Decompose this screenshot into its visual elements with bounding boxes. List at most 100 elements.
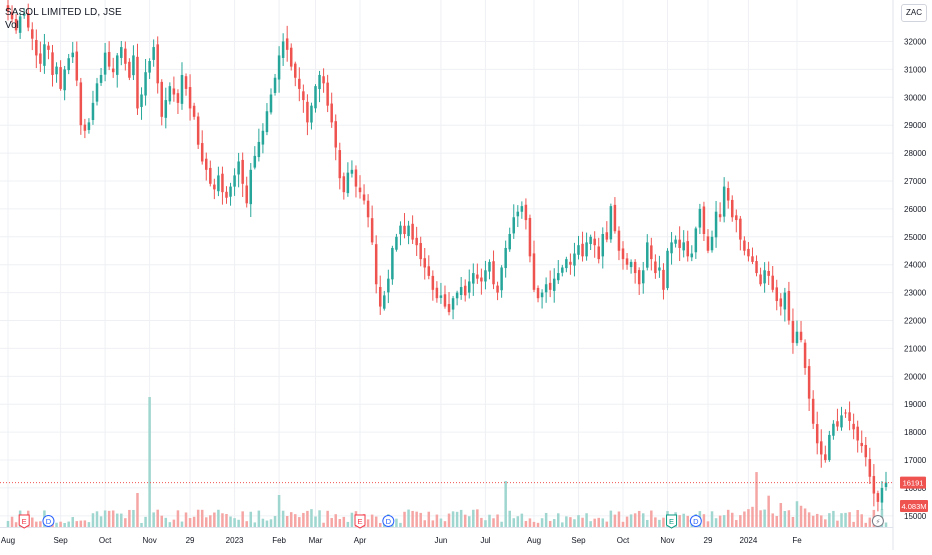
candle-body: [864, 444, 868, 458]
candle-body: [75, 51, 79, 81]
candle-body: [302, 91, 305, 101]
volume-bar: [658, 519, 661, 527]
candle-body: [136, 56, 139, 109]
candle-body: [281, 41, 285, 58]
dividend-marker-label: D: [46, 517, 52, 526]
candle-body: [306, 101, 309, 123]
candle-body: [419, 243, 422, 260]
volume-bar: [747, 509, 750, 527]
candle-body: [67, 58, 70, 71]
volume-bar: [585, 513, 588, 527]
candle-body: [488, 261, 491, 272]
candle-body: [209, 167, 212, 184]
candle-body: [439, 295, 443, 298]
volume-bar: [233, 518, 236, 527]
candle-body: [605, 232, 609, 240]
time-tick-label: 29: [704, 536, 713, 545]
volume-bar: [399, 522, 402, 527]
price-tick-label: 18000: [904, 428, 927, 437]
candle-body: [35, 40, 38, 56]
volume-bars: [6, 397, 888, 527]
candle-body: [196, 116, 200, 145]
volume-bar: [152, 512, 155, 527]
candle-body: [459, 287, 463, 296]
volume-bar: [411, 510, 414, 527]
candle-body: [115, 55, 119, 75]
symbol-title[interactable]: SASOL LIMITED LD, JSE: [5, 7, 122, 18]
dividend-marker: [689, 515, 702, 527]
candle-body: [205, 158, 208, 170]
candle-body: [621, 248, 625, 260]
volume-bar: [512, 518, 516, 527]
candle-body: [14, 19, 18, 31]
candle-body: [710, 236, 714, 251]
time-tick-label: Nov: [660, 536, 674, 545]
candle-body: [783, 292, 787, 310]
volume-bar: [342, 516, 346, 527]
candle-body: [217, 175, 220, 192]
volume-bar: [565, 516, 568, 527]
candle-body: [520, 206, 524, 212]
price-tick-label: 24000: [904, 261, 927, 270]
candle-body: [722, 186, 726, 217]
volume-bar: [213, 512, 216, 527]
volume-bar: [811, 515, 815, 527]
volume-bar: [476, 509, 479, 527]
candle-body: [346, 172, 350, 194]
candle-body: [411, 223, 414, 240]
time-axis[interactable]: Aug Sep Oct Nov 29 2023 Feb Mar Apr Jun Jul Aug Sep O…: [1, 536, 802, 545]
candle-body: [342, 176, 346, 193]
candle-body: [860, 442, 863, 447]
volume-bar: [83, 520, 87, 527]
candle-body: [735, 215, 738, 221]
candle-body: [791, 321, 795, 343]
candle-body: [415, 237, 418, 246]
candle-body: [779, 298, 783, 307]
volume-bar: [787, 510, 791, 527]
candle-body: [646, 242, 649, 268]
volume-bar: [188, 518, 192, 527]
candle-body: [467, 281, 471, 293]
candle-body: [298, 78, 301, 89]
volume-bar: [807, 512, 811, 527]
candle-body: [310, 105, 313, 123]
volume-bar: [864, 522, 868, 527]
volume-bar: [294, 514, 297, 527]
volume-bar: [605, 521, 609, 527]
volume-bar: [557, 513, 560, 527]
candle-body: [241, 159, 244, 184]
volume-bar: [370, 514, 374, 527]
candle-body: [472, 273, 475, 284]
volume-bar: [552, 519, 556, 527]
volume-bar: [463, 514, 467, 527]
candle-body: [686, 241, 689, 257]
candle-body: [811, 398, 815, 424]
volume-bar: [759, 510, 762, 527]
volume-bar: [706, 521, 710, 527]
volume-bar: [532, 521, 536, 527]
volume-bar: [791, 516, 795, 527]
candle-body: [617, 230, 621, 251]
volume-bar: [350, 512, 354, 527]
candle-body: [10, 12, 14, 20]
candle-body: [22, 13, 26, 16]
currency-button[interactable]: ZAC: [901, 4, 927, 22]
candle-body: [609, 206, 613, 240]
candle-body: [868, 459, 872, 477]
volume-bar: [419, 512, 422, 527]
candle-body: [269, 94, 273, 113]
candle-body: [95, 83, 99, 102]
volume-bar: [735, 520, 738, 527]
volume-bar: [140, 522, 143, 527]
volume-bar: [472, 509, 475, 527]
volume-bar: [613, 514, 617, 527]
volume-bar: [508, 510, 511, 527]
candle-body: [844, 412, 847, 414]
volume-label[interactable]: Vol: [5, 20, 19, 31]
candle-body: [787, 290, 791, 321]
volume-bar: [192, 516, 196, 527]
price-axis[interactable]: 1500016000170001800019000200002100022000…: [904, 37, 927, 520]
earnings-marker: [18, 514, 30, 529]
